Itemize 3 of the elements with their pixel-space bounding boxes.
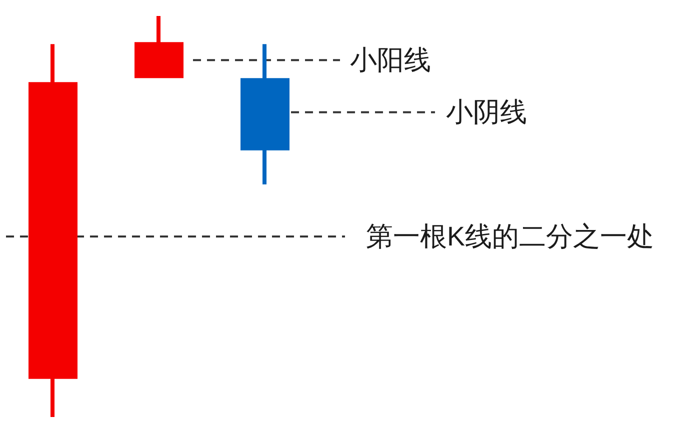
ref-line-label: 小阳线 (350, 45, 431, 76)
ref-line-label: 第一根K线的二分之一处 (366, 222, 654, 252)
ref-line-label: 小阴线 (446, 97, 527, 128)
